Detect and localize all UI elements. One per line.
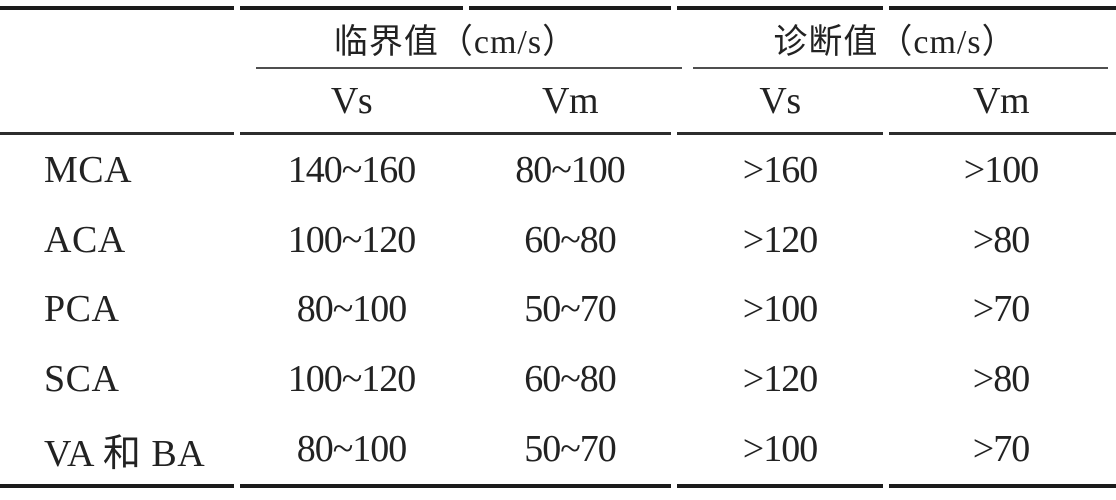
table-row: ACA 100~120 60~80 >120 >80 [0,205,1116,275]
group-header-diagnostic: 诊断值（cm/s） [773,23,1017,61]
rule-segment [0,132,234,135]
row-label: SCA [44,358,120,401]
row-label: ACA [44,218,126,261]
cell: 80~100 [515,148,626,191]
cell: 100~120 [287,358,417,401]
table-row: PCA 80~100 50~70 >100 >70 [0,275,1116,345]
cell: >80 [972,218,1030,261]
row-label: MCA [44,148,133,191]
row-label: PCA [44,288,120,331]
rule-segment [677,6,883,10]
cell: 100~120 [287,218,417,261]
cell: 50~70 [524,288,617,331]
cell: >100 [963,148,1039,191]
cell: 50~70 [524,428,617,471]
group-header-critical: 临界值（cm/s） [333,23,578,61]
sub-header-diagnostic-vm: Vm [973,79,1030,122]
cell: >70 [972,428,1030,471]
cell: >70 [972,288,1030,331]
cell: 60~80 [524,358,617,401]
rule-segment [0,484,234,488]
cell: 60~80 [524,218,617,261]
rule-segment [0,6,234,10]
cell: >160 [742,148,818,191]
table-row: VA 和 BA 80~100 50~70 >100 >70 [0,414,1116,484]
cell: 140~160 [287,148,417,191]
table-row: MCA 140~160 80~100 >160 >100 [0,135,1116,205]
group-underline-diagnostic [693,67,1108,69]
rule-segment [889,132,1116,135]
sub-header-critical-vm: Vm [542,79,599,122]
table-body: MCA 140~160 80~100 >160 >100 ACA 100~120… [0,135,1116,484]
row-label: VA 和 BA [44,432,206,475]
cell: >120 [742,358,818,401]
cell: >100 [742,288,818,331]
rule-segment [240,6,463,10]
rule-segment [677,132,883,135]
rule-segment [240,484,671,488]
sub-header-diagnostic-vs: Vs [759,79,801,122]
rule-segment [677,484,883,488]
rule-segment [240,132,671,135]
cell: 80~100 [296,428,408,471]
cell: >100 [742,428,818,471]
rule-segment [469,6,671,10]
group-header-row: 临界值（cm/s） 诊断值（cm/s） [0,10,1116,66]
group-underline-critical [256,67,682,69]
rule-segment [889,484,1116,488]
rule-segment [889,6,1116,10]
cell: >80 [972,358,1030,401]
cell: 80~100 [296,288,408,331]
table-row: SCA 100~120 60~80 >120 >80 [0,344,1116,414]
sub-header-critical-vs: Vs [330,79,373,122]
cell: >120 [742,218,818,261]
bottom-rule [0,484,1116,488]
header-divider-rule [0,132,1116,135]
sub-header-row: Vs Vm Vs Vm [0,70,1116,131]
top-rule [0,6,1116,10]
